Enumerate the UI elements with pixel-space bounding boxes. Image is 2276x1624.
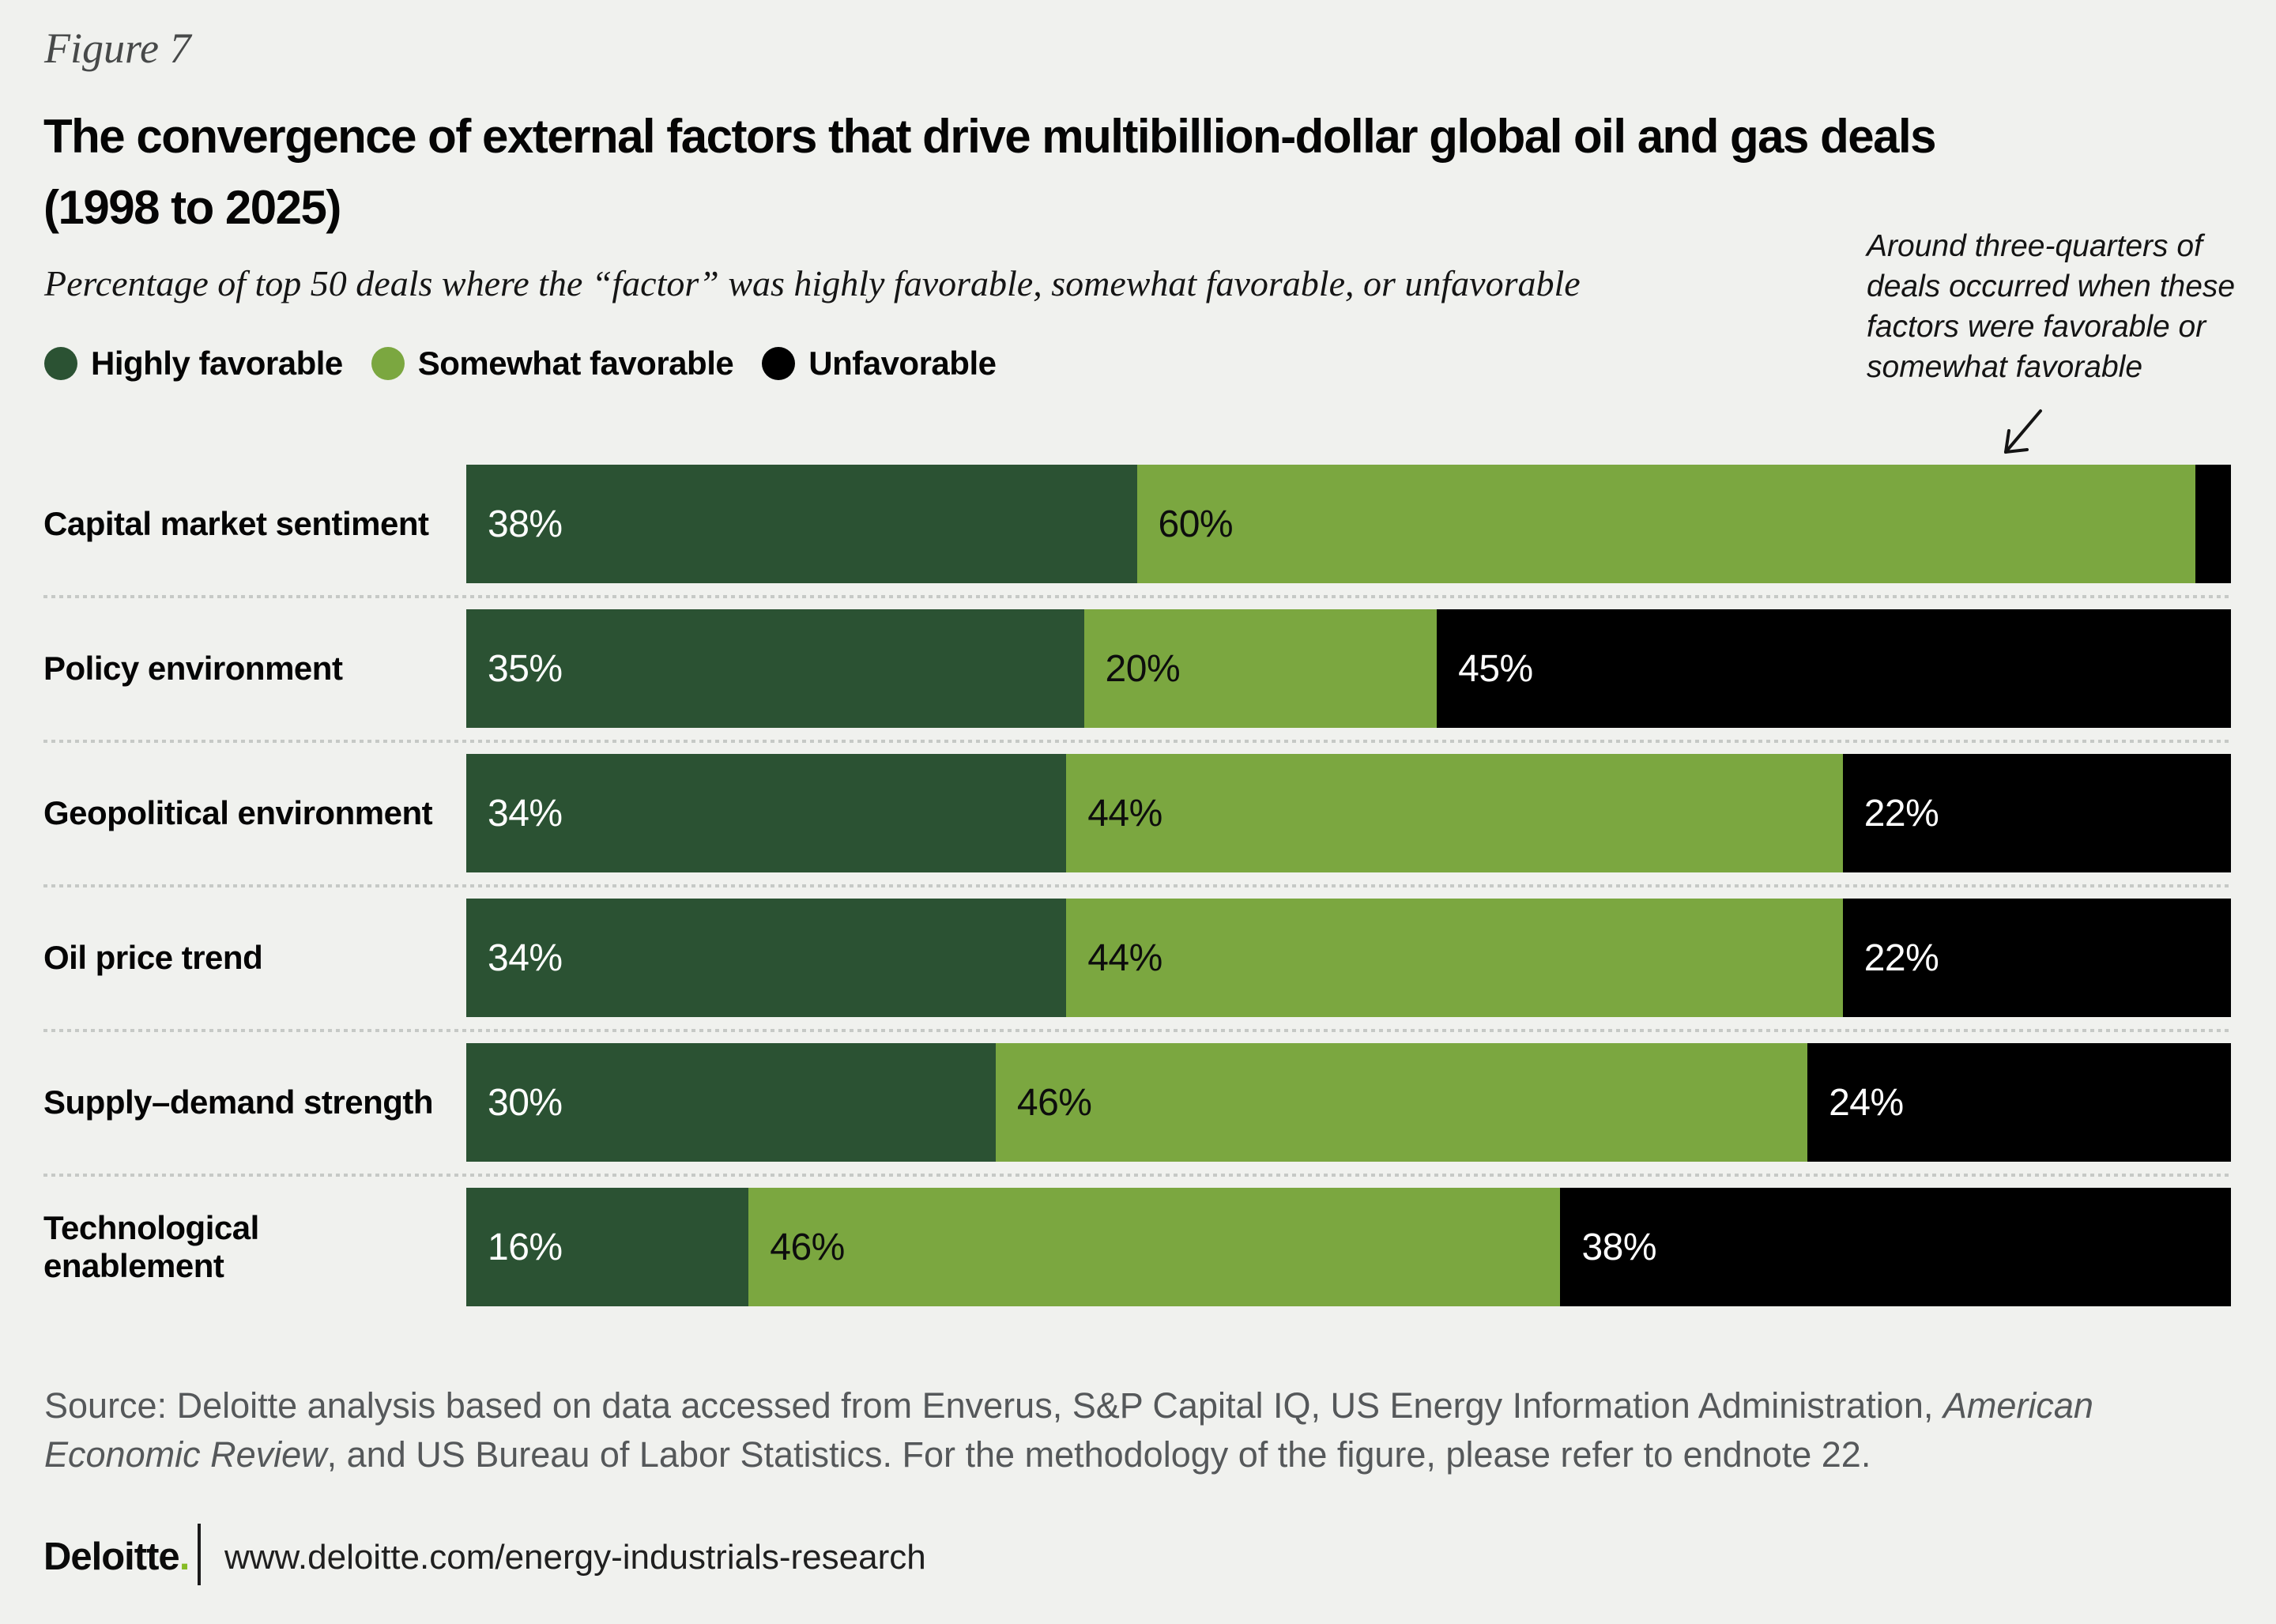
segment-value-label: 30% xyxy=(488,1081,563,1124)
chart-row: Supply–demand strength 30% 46% 24% xyxy=(0,1043,2276,1177)
legend-label: Highly favorable xyxy=(91,345,343,382)
bar-segment: 22% xyxy=(1842,754,2231,872)
chart-row: Capital market sentiment 38% 60% xyxy=(0,465,2276,598)
bar-segment: 20% xyxy=(1083,609,1438,728)
row-separator xyxy=(43,1029,2231,1032)
segment-value-label: 22% xyxy=(1863,792,1939,835)
bar-segment: 38% xyxy=(1560,1188,2231,1306)
bar-segment: 34% xyxy=(466,899,1067,1017)
segment-value-label: 24% xyxy=(1829,1081,1904,1124)
chart-row: Technological enablement 16% 46% 38% xyxy=(0,1188,2276,1306)
source-note-italic: American Economic Review xyxy=(44,1385,2093,1475)
figure-label: Figure 7 xyxy=(44,24,191,72)
bar-segment: 22% xyxy=(1842,899,2231,1017)
stacked-bar: 16% 46% 38% xyxy=(466,1188,2231,1306)
row-label: Supply–demand strength xyxy=(43,1083,434,1121)
row-separator xyxy=(43,1174,2231,1177)
down-left-arrow-icon xyxy=(2004,409,2042,454)
chart-title-line-1: The convergence of external factors that… xyxy=(43,110,1937,163)
bar-segment: 45% xyxy=(1437,609,2231,728)
row-label: Capital market sentiment xyxy=(43,505,429,542)
row-separator xyxy=(43,595,2231,598)
bar-segment: 38% xyxy=(466,465,1137,583)
annotation-text: Around three-quarters of deals occurred … xyxy=(1867,229,2236,384)
bar-segment: 46% xyxy=(995,1043,1808,1162)
legend-label: Somewhat favorable xyxy=(417,345,734,382)
chart-row: Policy environment 35% 20% 45% xyxy=(0,609,2276,743)
deloitte-logo-green-dot: . xyxy=(179,1535,190,1578)
footer-url: www.deloitte.com/energy-industrials-rese… xyxy=(224,1538,926,1577)
source-note: Source: Deloitte analysis based on data … xyxy=(44,1381,2233,1479)
chart-title-line-2: (1998 to 2025) xyxy=(43,181,341,234)
bar-segment: 16% xyxy=(466,1188,749,1306)
legend-label: Unfavorable xyxy=(808,345,997,382)
stacked-bar: 35% 20% 45% xyxy=(466,609,2231,728)
row-label: Geopolitical environment xyxy=(43,794,433,831)
legend-dot-icon xyxy=(371,347,405,380)
legend-item: Somewhat favorable xyxy=(371,345,734,382)
legend-item: Highly favorable xyxy=(44,345,343,382)
row-label: Oil price trend xyxy=(43,939,263,976)
stacked-bar: 34% 44% 22% xyxy=(466,899,2231,1017)
segment-value-label: 34% xyxy=(488,936,563,979)
legend-item: Unfavorable xyxy=(762,345,997,382)
row-separator xyxy=(43,740,2231,743)
row-separator xyxy=(43,884,2231,887)
segment-value-label: 60% xyxy=(1158,503,1234,545)
segment-value-label: 16% xyxy=(488,1226,563,1268)
chart: Capital market sentiment 38% 60% Policy env… xyxy=(0,465,2276,1332)
row-label: Technological enablement xyxy=(43,1209,259,1284)
segment-value-label: 46% xyxy=(1016,1081,1092,1124)
bar-segment xyxy=(2195,465,2231,583)
segment-value-label: 38% xyxy=(1581,1226,1657,1268)
segment-value-label: 22% xyxy=(1863,936,1939,979)
bar-segment: 30% xyxy=(466,1043,996,1162)
chart-title: The convergence of external factors that… xyxy=(43,101,1937,243)
deloitte-logo-text: Deloitte xyxy=(43,1535,180,1578)
legend-dot-icon xyxy=(44,347,77,380)
segment-value-label: 34% xyxy=(488,792,563,835)
legend: Highly favorable Somewhat favorable Unfavo… xyxy=(44,345,997,382)
chart-row: Oil price trend 34% 44% 22% xyxy=(0,899,2276,1032)
segment-value-label: 35% xyxy=(488,647,563,690)
source-note-text: Source: Deloitte analysis based on data … xyxy=(44,1385,1943,1426)
deloitte-logo: Deloitte. xyxy=(43,1535,190,1579)
source-note-suffix: , and US Bureau of Labor Statistics. For… xyxy=(326,1434,1871,1475)
footer-divider xyxy=(198,1524,201,1585)
segment-value-label: 20% xyxy=(1105,647,1181,690)
bar-segment: 34% xyxy=(466,754,1067,872)
segment-value-label: 45% xyxy=(1458,647,1533,690)
bar-segment: 44% xyxy=(1066,754,1843,872)
row-label: Policy environment xyxy=(43,650,343,687)
bar-segment: 35% xyxy=(466,609,1084,728)
segment-value-label: 46% xyxy=(770,1226,845,1268)
bar-segment: 46% xyxy=(748,1188,1561,1306)
segment-value-label: 44% xyxy=(1087,936,1162,979)
legend-dot-icon xyxy=(762,347,796,380)
bar-segment: 60% xyxy=(1136,465,2196,583)
bar-segment: 24% xyxy=(1807,1043,2231,1162)
stacked-bar: 34% 44% 22% xyxy=(466,754,2231,872)
chart-subtitle: Percentage of top 50 deals where the “fa… xyxy=(44,263,1581,303)
bar-segment: 44% xyxy=(1066,899,1843,1017)
stacked-bar: 30% 46% 24% xyxy=(466,1043,2231,1162)
chart-row: Geopolitical environment 34% 44% 22% xyxy=(0,754,2276,887)
stacked-bar: 38% 60% xyxy=(466,465,2231,583)
segment-value-label: 44% xyxy=(1087,792,1162,835)
segment-value-label: 38% xyxy=(488,503,563,545)
